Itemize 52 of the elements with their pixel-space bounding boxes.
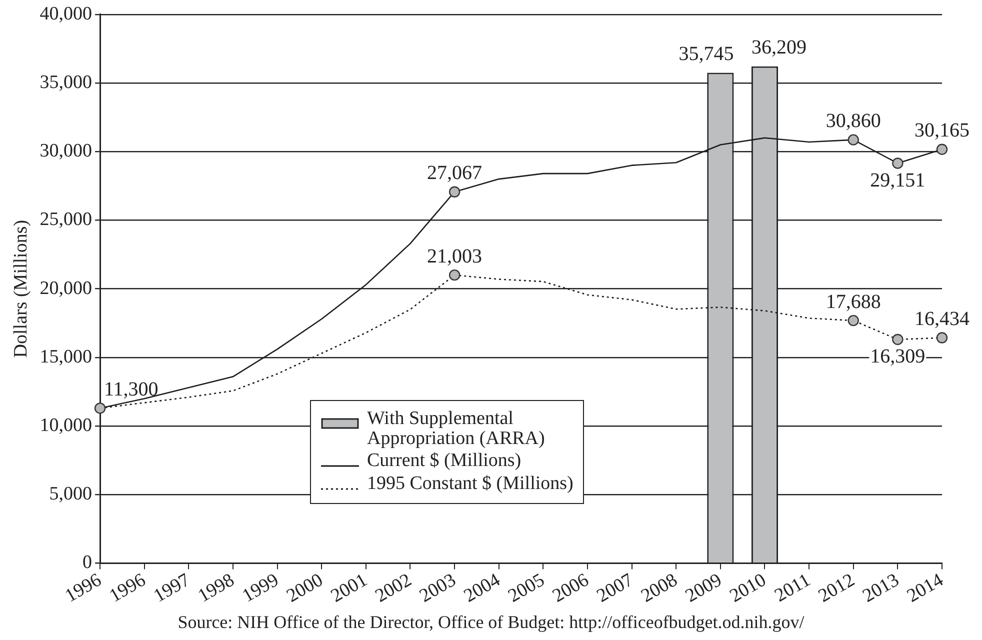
x-tick-label: 2009 <box>682 570 726 607</box>
legend-label: Current $ (Millions) <box>367 450 522 471</box>
x-tick-label: 2010 <box>726 570 770 607</box>
x-tick-label: 2005 <box>504 570 548 607</box>
y-tick-label: 5,000 <box>49 484 92 505</box>
x-tick-label: 2008 <box>638 570 682 607</box>
y-tick-label: 25,000 <box>40 209 92 230</box>
x-tick-label: 2002 <box>372 570 416 607</box>
data-label: 16,309 <box>870 346 926 368</box>
y-tick-label: 15,000 <box>40 346 92 368</box>
x-tick-label: 1996 <box>106 570 150 607</box>
data-label: 21,003 <box>427 245 482 268</box>
point <box>94 402 106 414</box>
data-label: 36,209 <box>751 36 806 59</box>
data-label: 30,860 <box>826 110 881 132</box>
data-label: 17,688 <box>826 290 881 313</box>
data-label: 35,745 <box>678 43 734 66</box>
x-tick-label: 2014 <box>904 569 948 607</box>
data-label: 30,165 <box>914 120 970 142</box>
legend-label: With Supplemental Appropriation (ARRA) <box>367 408 546 449</box>
point <box>448 269 460 281</box>
point <box>848 134 859 146</box>
x-tick-label: 1999 <box>238 570 282 607</box>
y-tick-label: 30,000 <box>40 140 92 162</box>
x-tick-label: 2011 <box>771 570 814 606</box>
x-tick-label: 2000 <box>283 570 327 607</box>
source-note: Source: NIH Office of the Director, Office of Budget: http://officeofbudget.od.nih.gov/ <box>176 612 806 633</box>
y-tick-label: 20,000 <box>40 278 92 299</box>
x-tick-label: 2012 <box>814 570 858 607</box>
point <box>448 186 460 198</box>
data-label: 16,434 <box>914 308 970 330</box>
point <box>848 314 859 326</box>
data-label: 27,067 <box>427 162 482 184</box>
x-tick-label: 2001 <box>328 570 371 607</box>
y-tick-label: 35,000 <box>40 72 92 93</box>
x-tick-label: 2013 <box>859 570 903 607</box>
point <box>936 144 948 155</box>
data-label: 11,300 <box>104 378 158 400</box>
x-tick-label: 2003 <box>416 570 460 607</box>
data-label: 29,151 <box>870 170 926 192</box>
x-tick-label: 2007 <box>593 570 637 607</box>
x-tick-label: 2006 <box>549 570 592 607</box>
y-tick-label: 10,000 <box>40 415 92 436</box>
point <box>892 158 904 169</box>
x-tick-label: 1998 <box>194 570 238 607</box>
y-tick-label: 40,000 <box>40 3 92 24</box>
point <box>936 332 948 344</box>
x-tick-label: 2004 <box>460 569 504 607</box>
y-axis-title: Dollars (Millions) <box>10 220 32 358</box>
x-tick-label: 1997 <box>150 570 194 607</box>
legend-label: 1995 Constant $ (Millions) <box>367 473 574 494</box>
point <box>892 334 904 346</box>
